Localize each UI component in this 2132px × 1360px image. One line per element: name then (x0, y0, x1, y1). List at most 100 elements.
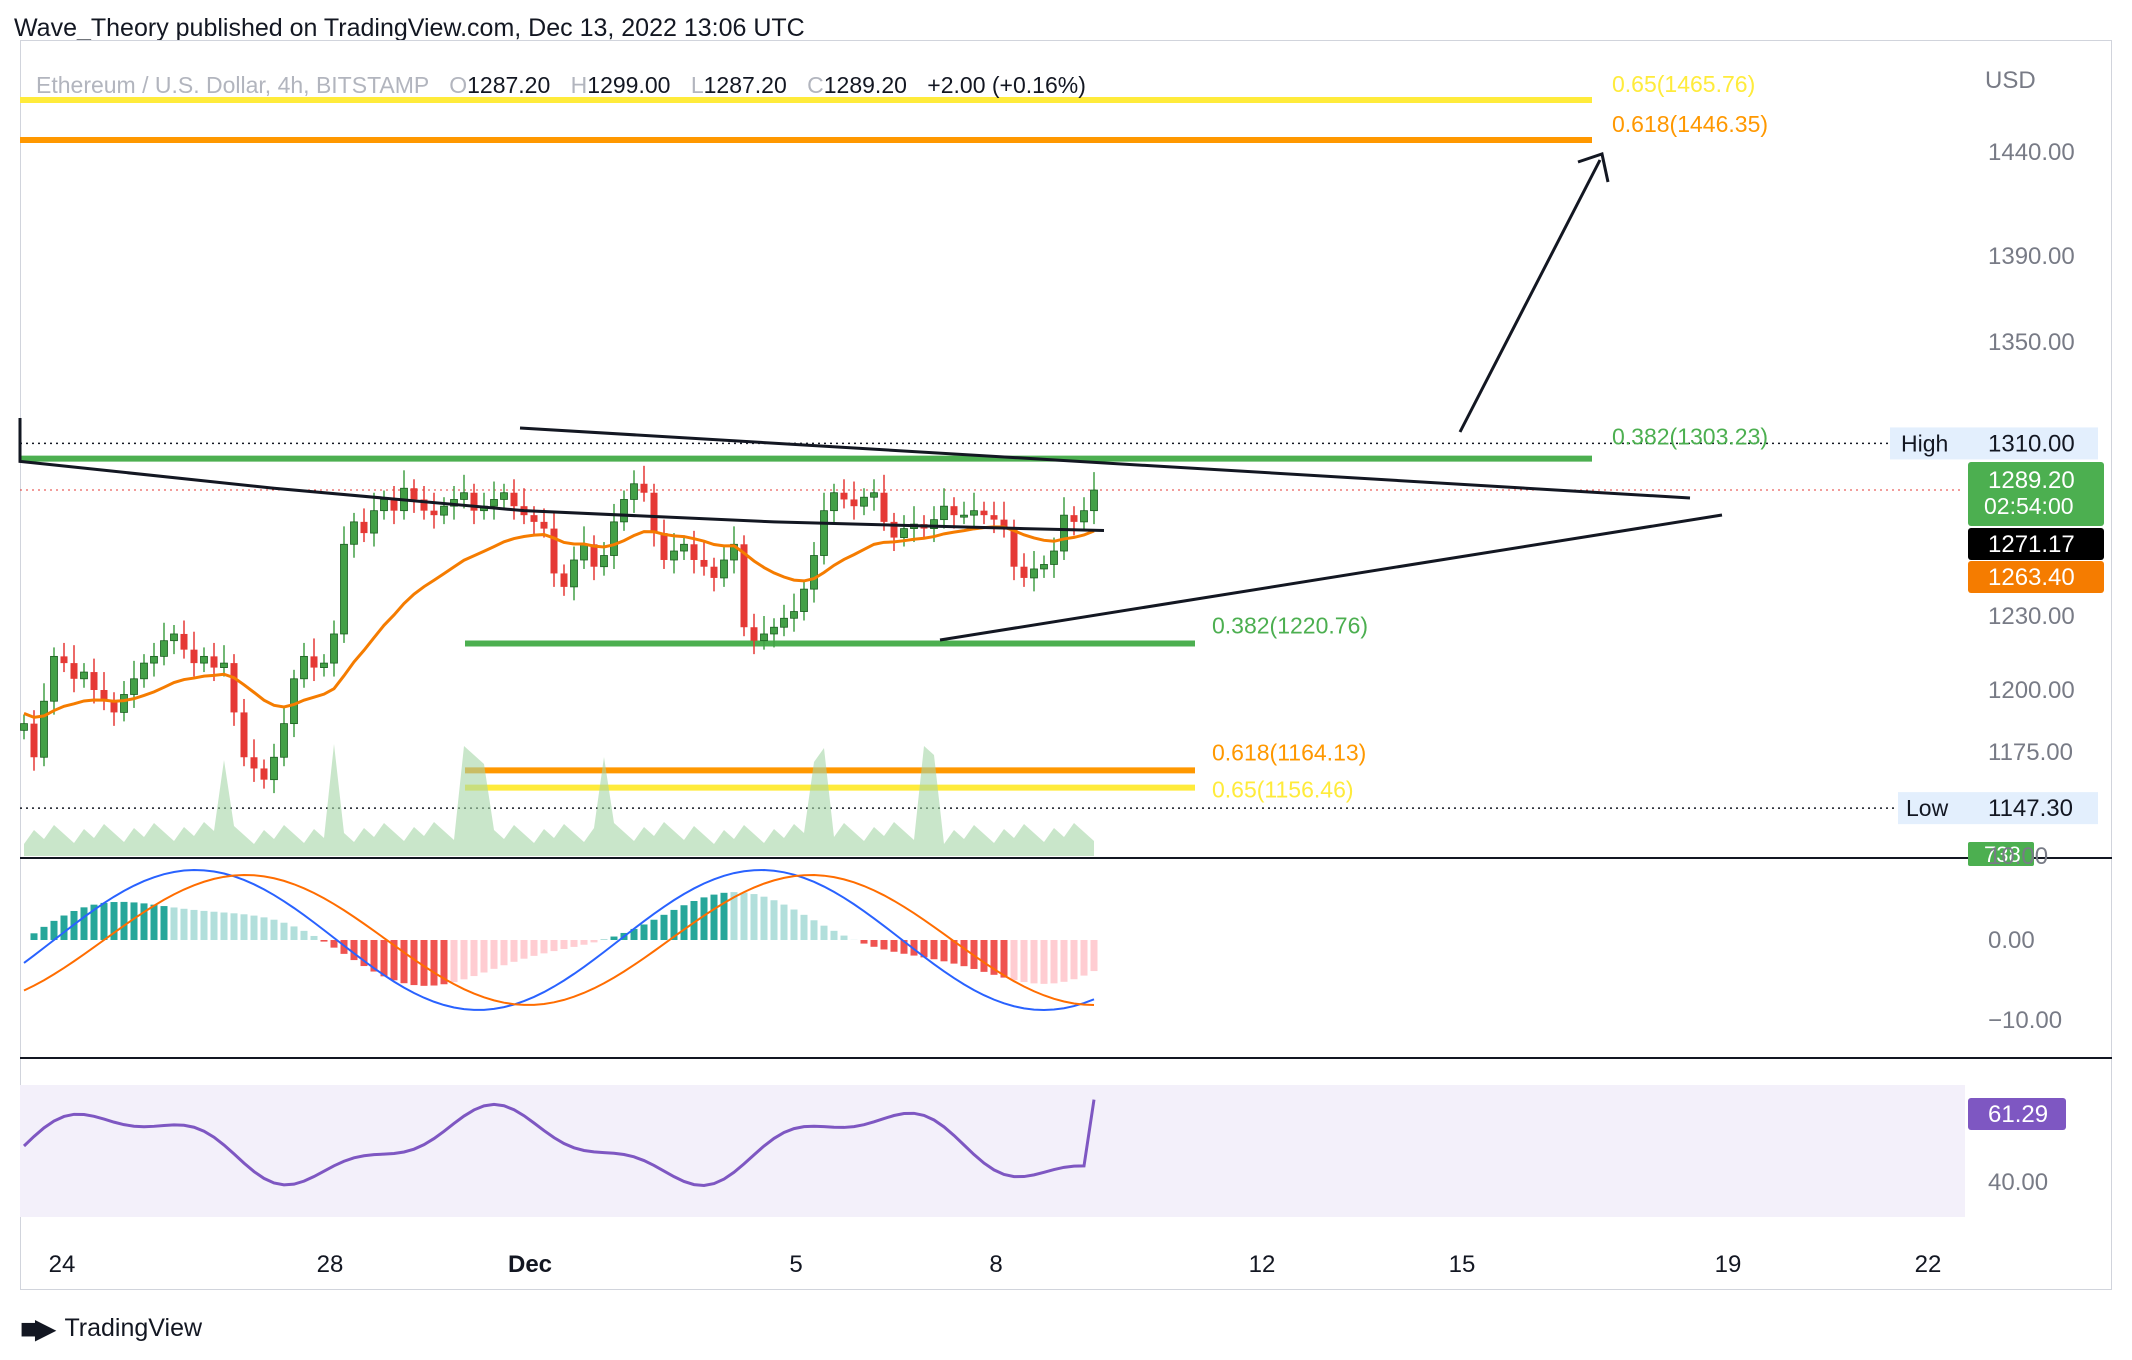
volume-area (24, 744, 1094, 856)
candle-body (440, 505, 448, 516)
fib-label-4: 0.618(1164.13) (1212, 739, 1366, 765)
signal-line (23, 874, 1095, 1006)
candle-body (280, 723, 288, 758)
macd-bar (250, 915, 258, 940)
tradingview-brand: TradingView (64, 1314, 203, 1342)
macd-bar (410, 940, 418, 986)
macd-bar (840, 935, 848, 940)
macd-bar (770, 900, 778, 940)
time-axis-tick: 12 (1249, 1251, 1276, 1278)
chart-frame (20, 40, 2112, 1290)
candle-body (1030, 568, 1038, 579)
macd-bar (340, 940, 348, 954)
candle-body (220, 662, 228, 668)
macd-bar (610, 936, 618, 940)
price-axis-tick: 1200.00 (1988, 677, 2075, 704)
macd-bar (30, 933, 38, 940)
candle-body (540, 521, 548, 529)
candle-body (650, 492, 658, 534)
candle-body (470, 492, 478, 511)
macd-bar (530, 940, 538, 956)
candle-body (800, 588, 808, 612)
candle-body (890, 521, 898, 538)
candle-body (380, 499, 388, 512)
fib-label-0: 0.65(1465.76) (1612, 71, 1755, 97)
time-axis-tick: 22 (1915, 1251, 1942, 1278)
candle-body (490, 499, 498, 507)
candle-body (560, 573, 568, 587)
candle-body (630, 483, 638, 500)
high-tag-label: High (1901, 430, 1948, 456)
candle-body (600, 555, 608, 568)
candle-body (620, 499, 628, 523)
ohlc-legend: Ethereum / U.S. Dollar, 4h, BITSTAMP O 12… (36, 72, 1086, 99)
rsi-axis-tick: 40.00 (1988, 1169, 2048, 1196)
candle-body (820, 510, 828, 556)
macd-group (30, 892, 1098, 986)
candle-body (170, 633, 178, 642)
candle-body (200, 655, 208, 664)
macd-bar (580, 940, 588, 945)
candle-body (350, 521, 358, 545)
macd-bar (750, 894, 758, 940)
candle-body (1010, 528, 1018, 567)
macd-bar (1070, 940, 1078, 980)
candle-body (460, 492, 468, 500)
candle-body (50, 655, 58, 702)
triangle-upper-line (519, 426, 1691, 500)
volume-tag-value: 738 (1984, 842, 2021, 867)
macd-bar (710, 894, 718, 940)
candle-body (390, 499, 398, 511)
macd-bar (180, 908, 188, 940)
candle-body (410, 488, 418, 500)
candle-body (770, 626, 778, 635)
candle-body (900, 528, 908, 538)
legend-open-key: O (449, 72, 468, 98)
macd-bar (670, 909, 678, 940)
legend-low-key: L (690, 72, 704, 98)
candle-body (610, 521, 618, 556)
macd-bar (810, 920, 818, 940)
macd-bar (720, 892, 728, 940)
ema-price-value: 1263.40 (1988, 564, 2075, 591)
tradingview-logo[interactable]: ■▶ TradingView (20, 1312, 202, 1345)
macd-bar (90, 904, 98, 940)
candle-body (90, 672, 98, 690)
macd-bar (460, 940, 468, 980)
macd-bar (510, 940, 518, 962)
candle-body (230, 663, 238, 713)
price-axis-tick: 1440.00 (1988, 139, 2075, 166)
macd-bar (440, 940, 448, 985)
macd-bar (780, 904, 788, 940)
candle-body (570, 559, 578, 588)
low-value-bg (1982, 792, 2098, 825)
candle-body (710, 566, 718, 578)
macd-bar (640, 924, 648, 940)
candle-body (1000, 519, 1008, 529)
candle-body (840, 492, 848, 500)
candle-body (1070, 515, 1078, 522)
macd-bar (870, 940, 878, 947)
macd-bar (220, 912, 228, 940)
candle-body (150, 655, 158, 664)
candle-body (40, 700, 48, 758)
legend-symbol[interactable]: Ethereum / U.S. Dollar, 4h, BITSTAMP (36, 72, 429, 98)
macd-bar (1090, 940, 1098, 972)
candle-body (760, 633, 768, 642)
macd-bar (310, 935, 318, 940)
macd-bar (920, 940, 928, 958)
macd-bar (190, 909, 198, 940)
candle-body (180, 633, 188, 650)
candle-body (880, 492, 888, 522)
legend-low-value: 1287.20 (703, 72, 787, 98)
macd-bar (980, 940, 988, 972)
high-tag-value: 1310.00 (1988, 430, 2075, 457)
fib-label-5: 0.65(1156.46) (1212, 777, 1354, 803)
macd-bar (470, 940, 478, 977)
macd-bar (80, 907, 88, 940)
macd-bar (570, 940, 578, 947)
macd-bar (390, 940, 398, 981)
macd-bar (100, 902, 108, 940)
candle-body (340, 543, 348, 635)
